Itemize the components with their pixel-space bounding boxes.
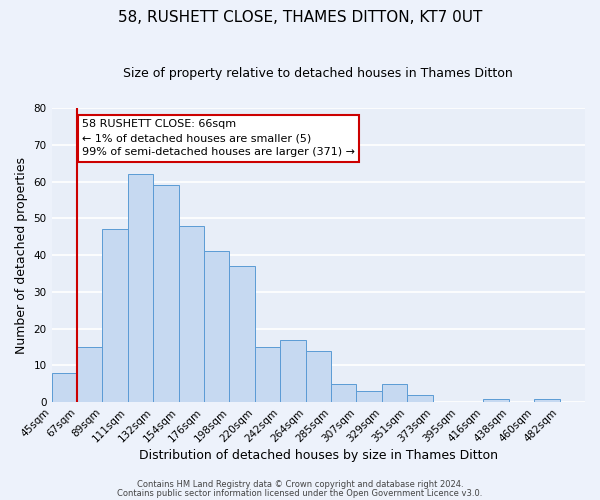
- Text: Contains HM Land Registry data © Crown copyright and database right 2024.: Contains HM Land Registry data © Crown c…: [137, 480, 463, 489]
- Title: Size of property relative to detached houses in Thames Ditton: Size of property relative to detached ho…: [124, 68, 513, 80]
- Bar: [255, 347, 280, 402]
- Bar: [484, 398, 509, 402]
- X-axis label: Distribution of detached houses by size in Thames Ditton: Distribution of detached houses by size …: [139, 450, 498, 462]
- Text: 58, RUSHETT CLOSE, THAMES DITTON, KT7 0UT: 58, RUSHETT CLOSE, THAMES DITTON, KT7 0U…: [118, 10, 482, 25]
- Text: Contains public sector information licensed under the Open Government Licence v3: Contains public sector information licen…: [118, 489, 482, 498]
- Text: 58 RUSHETT CLOSE: 66sqm
← 1% of detached houses are smaller (5)
99% of semi-deta: 58 RUSHETT CLOSE: 66sqm ← 1% of detached…: [82, 119, 355, 157]
- Bar: [356, 391, 382, 402]
- Bar: [179, 226, 204, 402]
- Bar: [77, 347, 103, 402]
- Bar: [52, 373, 77, 402]
- Bar: [280, 340, 305, 402]
- Bar: [407, 395, 433, 402]
- Bar: [382, 384, 407, 402]
- Bar: [305, 350, 331, 402]
- Bar: [103, 230, 128, 402]
- Bar: [229, 266, 255, 402]
- Bar: [204, 252, 229, 402]
- Bar: [331, 384, 356, 402]
- Bar: [534, 398, 560, 402]
- Y-axis label: Number of detached properties: Number of detached properties: [15, 156, 28, 354]
- Bar: [128, 174, 153, 402]
- Bar: [153, 186, 179, 402]
